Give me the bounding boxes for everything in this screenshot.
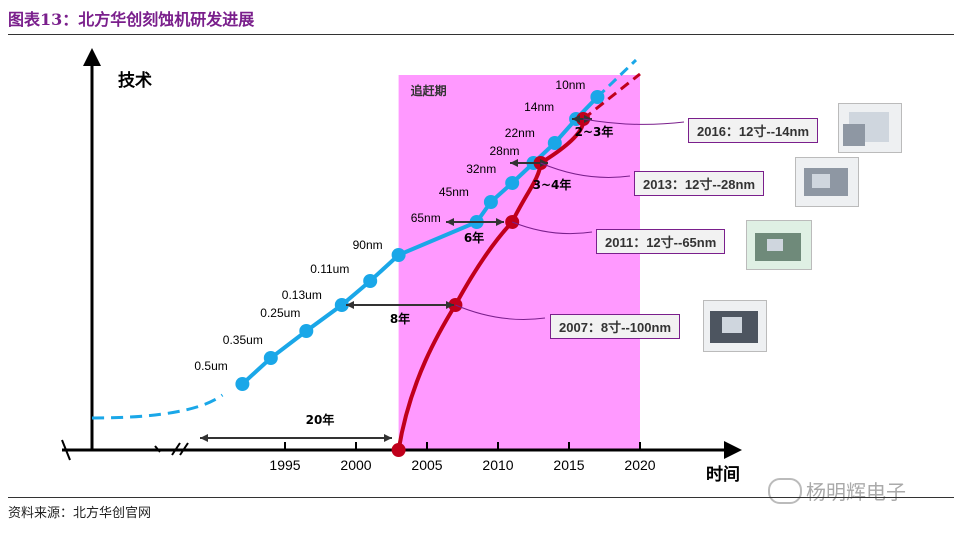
x-tick-label: 2005: [411, 457, 442, 473]
machine-chamber: [812, 174, 830, 188]
x-tick-label: 2020: [624, 457, 655, 473]
red-series-dashed-end: [582, 72, 641, 121]
red-series-point: [391, 443, 406, 457]
blue-point-label: 65nm: [411, 211, 441, 225]
blue-series-point: [235, 377, 250, 391]
gap-arrowhead-right: [540, 159, 548, 167]
machine-chamber: [722, 317, 742, 333]
gap-arrowhead-right: [446, 301, 454, 309]
blue-series-point: [590, 90, 605, 104]
blue-point-label: 0.13um: [282, 288, 322, 302]
blue-point-label: 0.35um: [223, 333, 263, 347]
blue-series-dashed-end: [596, 58, 638, 99]
highlight-region-label: 追赶期: [411, 83, 447, 98]
x-tick-label: 2000: [340, 457, 371, 473]
blue-point-label: 90nm: [353, 238, 383, 252]
blue-point-label: 10nm: [555, 78, 585, 92]
source-note: 资料来源：北方华创官网: [8, 506, 152, 521]
milestone-box-2011: 2011：12寸--65nm: [596, 229, 726, 254]
equipment-photo-2013: [795, 157, 859, 207]
blue-series-point: [263, 351, 278, 365]
gap-label: 3~4年: [533, 177, 572, 192]
gap-arrowhead-left: [200, 434, 208, 442]
wechat-icon: [768, 478, 802, 504]
blue-series-point: [547, 136, 562, 150]
milestone-text: 12寸--65nm: [646, 235, 717, 250]
x-tick-label: 1995: [269, 457, 300, 473]
gap-arrowhead-right: [384, 434, 392, 442]
x-axis-label: 时间: [706, 464, 740, 485]
blue-point-label: 22nm: [505, 126, 535, 140]
blue-point-label: 0.25um: [260, 306, 300, 320]
axis-break-mark: [179, 442, 189, 456]
blue-series-point: [334, 298, 349, 312]
gap-arrowhead-left: [572, 115, 580, 123]
axis-break-left: [61, 439, 71, 461]
x-tick-label: 2015: [553, 457, 584, 473]
equipment-photo-2007: [703, 300, 767, 352]
watermark: 杨明辉电子: [806, 480, 906, 504]
milestone-text: 12寸--14nm: [738, 124, 810, 139]
milestone-connector: [583, 118, 685, 125]
blue-series-point: [299, 324, 314, 338]
gap-arrowhead-left: [510, 159, 518, 167]
blue-point-label: 32nm: [466, 162, 496, 176]
gap-arrowhead-left: [446, 218, 454, 226]
blue-series-point: [363, 274, 378, 288]
red-series-line: [396, 118, 586, 451]
milestone-year: 2016：: [697, 124, 739, 139]
blue-series-point: [391, 248, 406, 262]
equipment-photo-2016: [838, 103, 902, 153]
figure-title: 图表13：北方华创刻蚀机研发进展: [8, 10, 255, 29]
gap-arrowhead-right: [584, 115, 592, 123]
milestone-box-2007: 2007：8寸--100nm: [550, 314, 681, 339]
top-rule: [8, 34, 954, 35]
highlight-region: [398, 75, 640, 450]
blue-point-label: 28nm: [490, 144, 520, 158]
blue-point-label: 0.5um: [194, 359, 227, 373]
gap-label: 2~3年: [575, 124, 614, 139]
gap-label: 8年: [390, 311, 410, 326]
blue-point-label: 45nm: [439, 185, 469, 199]
blue-series-dashed-start: [91, 393, 224, 420]
milestone-year: 2007：: [559, 320, 601, 335]
milestone-text: 8寸--100nm: [600, 320, 672, 335]
milestone-box-2013: 2013：12寸--28nm: [634, 171, 765, 196]
milestone-connector: [512, 221, 593, 235]
gap-arrowhead-left: [346, 301, 354, 309]
axis-tick-minor: [154, 445, 161, 453]
blue-series-point: [505, 176, 520, 190]
blue-point-label: 0.11um: [310, 262, 349, 276]
blue-point-label: 14nm: [524, 100, 554, 114]
milestone-connector: [455, 304, 546, 320]
blue-series-point: [483, 195, 498, 209]
gap-arrowhead-right: [496, 218, 504, 226]
machine-chamber: [767, 239, 783, 251]
gap-label: 20年: [306, 412, 335, 427]
axis-break-mark: [171, 442, 181, 456]
x-tick-label: 2010: [482, 457, 513, 473]
milestone-year: 2013：: [643, 177, 685, 192]
x-axis-arrow: [724, 441, 742, 459]
y-axis-arrow: [83, 48, 101, 66]
bottom-rule: [8, 497, 954, 498]
milestone-text: 12寸--28nm: [684, 177, 756, 192]
y-axis-label: 技术: [118, 70, 152, 91]
milestone-box-2016: 2016：12寸--14nm: [688, 118, 819, 143]
machine-chamber: [843, 124, 865, 146]
gap-label: 6年: [464, 230, 484, 245]
milestone-connector: [540, 162, 631, 178]
milestone-year: 2011：: [605, 235, 647, 250]
equipment-photo-2011: [746, 220, 812, 270]
